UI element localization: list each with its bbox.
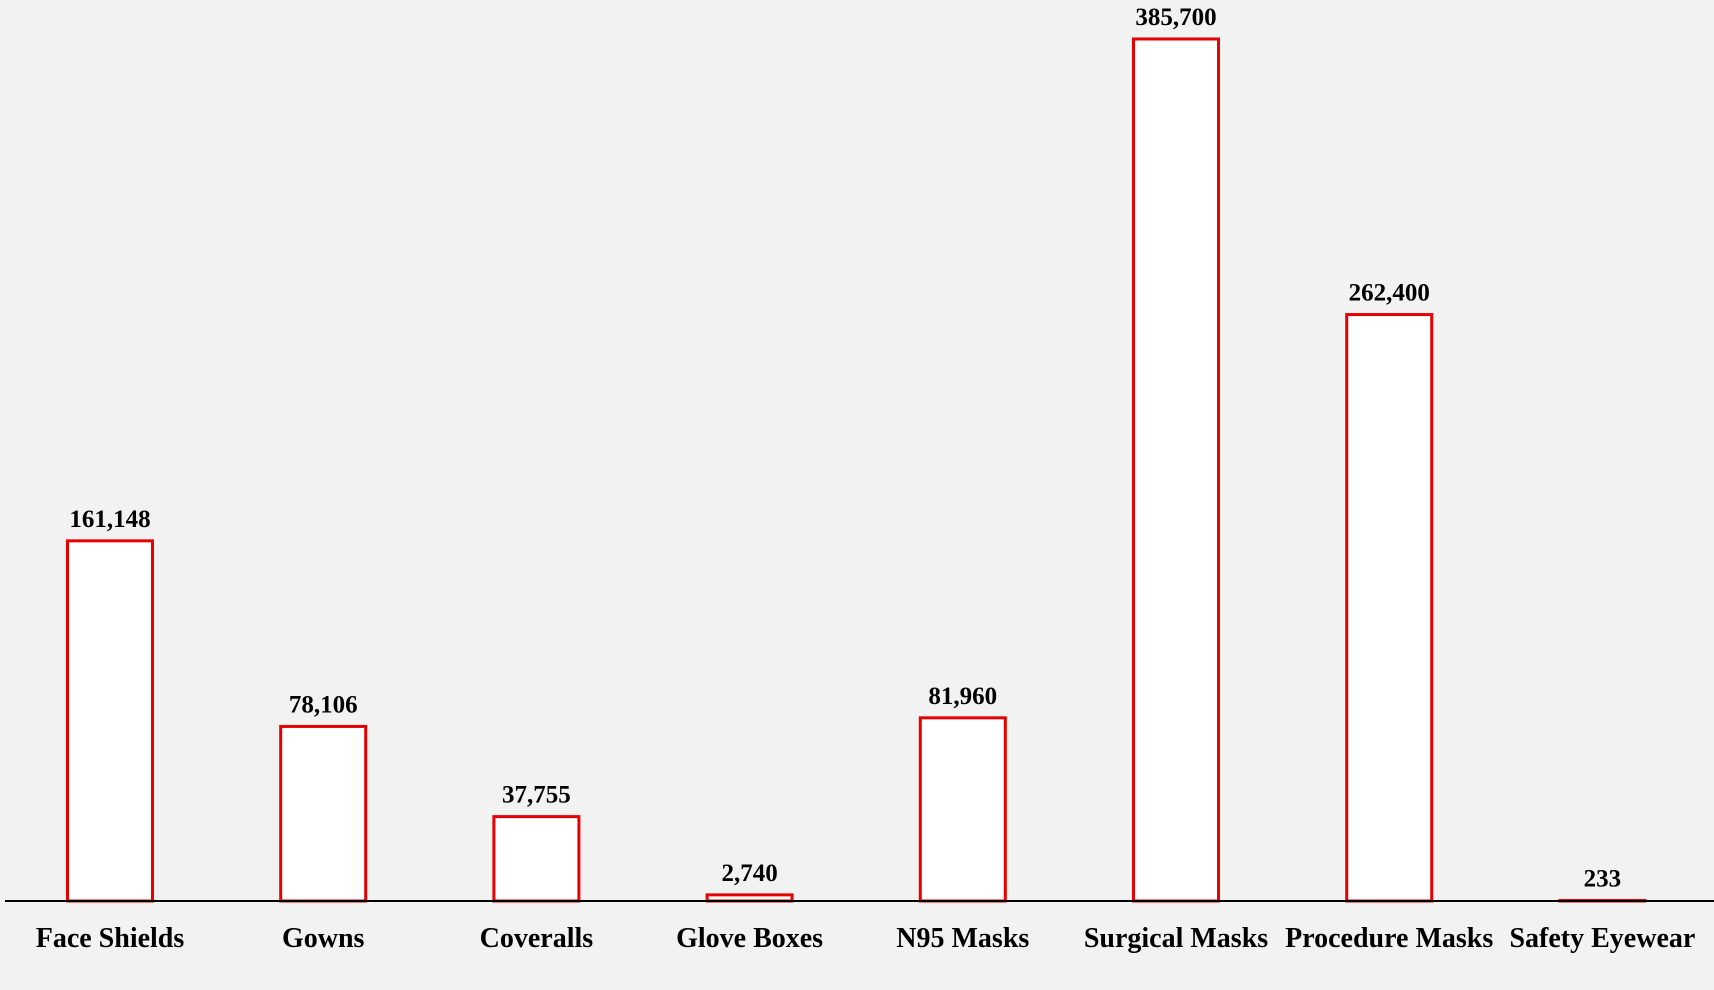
x-tick-label: Face Shields — [35, 923, 185, 954]
bar — [279, 724, 368, 903]
bar — [1132, 37, 1220, 903]
x-tick-label: Surgical Masks — [1083, 923, 1269, 954]
value-label: 2,740 — [721, 860, 777, 887]
bar — [66, 539, 154, 903]
bar — [918, 716, 1007, 903]
bar — [1345, 313, 1434, 903]
bar — [492, 815, 581, 903]
x-tick-label: Gowns — [281, 923, 365, 954]
x-tick-label: N95 Masks — [896, 923, 1030, 954]
value-label: 385,700 — [1135, 4, 1216, 31]
x-tick-label: Safety Eyewear — [1509, 923, 1696, 954]
value-label: 78,106 — [289, 691, 358, 718]
value-label: 81,960 — [928, 683, 997, 710]
x-tick-label: Glove Boxes — [676, 923, 824, 954]
value-label: 161,148 — [69, 506, 150, 533]
value-label: 233 — [1584, 865, 1622, 892]
x-tick-label: Procedure Masks — [1285, 923, 1494, 954]
value-label: 262,400 — [1349, 280, 1430, 307]
value-label: 37,755 — [502, 782, 571, 809]
x-tick-label: Coveralls — [479, 923, 594, 954]
